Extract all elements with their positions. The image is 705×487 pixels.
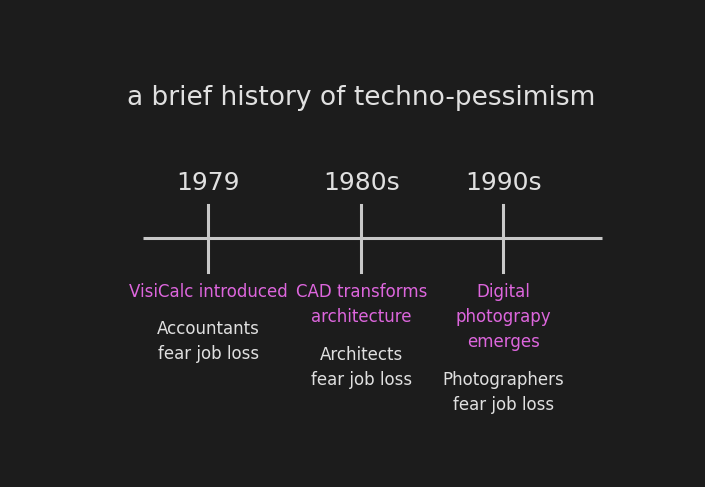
- Text: 1979: 1979: [176, 171, 240, 195]
- Text: Photographers
fear job loss: Photographers fear job loss: [443, 371, 564, 414]
- Text: CAD transforms
architecture: CAD transforms architecture: [295, 283, 427, 326]
- Text: Accountants
fear job loss: Accountants fear job loss: [157, 320, 259, 363]
- Text: Digital
photograpy
emerges: Digital photograpy emerges: [455, 283, 551, 352]
- Text: 1990s: 1990s: [465, 171, 541, 195]
- Text: a brief history of techno-pessimism: a brief history of techno-pessimism: [127, 85, 596, 111]
- Text: 1980s: 1980s: [323, 171, 400, 195]
- Text: VisiCalc introduced: VisiCalc introduced: [129, 283, 288, 301]
- Text: Architects
fear job loss: Architects fear job loss: [311, 346, 412, 389]
